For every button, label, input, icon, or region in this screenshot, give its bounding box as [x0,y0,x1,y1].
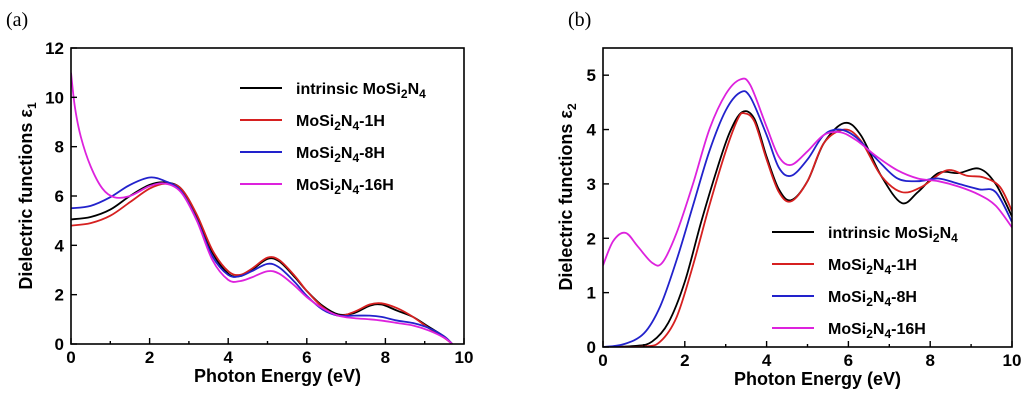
y-tick-label: 8 [55,138,64,157]
x-tick-label: 2 [145,348,154,367]
panel-a: (a) 0 2 4 6 8 10 0 2 4 6 8 10 12 Photon Energy (eV) Die… [6,9,473,386]
series-line-2 [71,182,453,344]
y-tick-label: 4 [587,121,597,140]
x-tick-label: 10 [455,348,474,367]
x-tick-label: 8 [381,348,390,367]
x-axis-title: Photon Energy (eV) [734,369,901,389]
legend-label-1: intrinsic MoSi2N4 [828,225,958,245]
legend-label-4: MoSi2N4-16H [296,177,394,197]
legend-label-2: MoSi2N4-1H [828,257,917,277]
series-line-3 [71,176,453,344]
series-line-4 [71,72,453,344]
legend-label-1: intrinsic MoSi2N4 [296,81,426,101]
x-tick-label: 10 [1003,351,1022,370]
series-line-1 [603,110,1012,347]
series-line-1 [71,181,453,344]
series-line-2 [603,112,1012,347]
series-line-3 [603,90,1012,347]
x-axis-title: Photon Energy (eV) [194,366,361,386]
series-line-4 [603,77,1012,267]
y-tick-label: 0 [55,335,64,354]
legend-label-3: MoSi2N4-8H [828,289,917,309]
legend-label-3: MoSi2N4-8H [296,145,385,165]
x-tick-label: 6 [302,348,311,367]
x-tick-label: 8 [925,351,934,370]
y-tick-label: 6 [55,187,64,206]
y-tick-label: 12 [45,39,64,58]
y-tick-label: 4 [55,236,65,255]
y-tick-label: 0 [587,338,596,357]
legend-label-2: MoSi2N4-1H [296,113,385,133]
y-axis-title: Dielectric functions ε2 [556,103,579,291]
x-tick-label: 4 [762,351,772,370]
y-tick-label: 10 [45,88,64,107]
panel-label: (b) [568,9,591,31]
y-tick-label: 2 [55,286,64,305]
y-tick-label: 1 [587,284,596,303]
x-tick-label: 0 [598,351,607,370]
y-tick-label: 3 [587,175,596,194]
x-tick-label: 6 [844,351,853,370]
x-tick-label: 0 [66,348,75,367]
legend-label-4: MoSi2N4-16H [828,321,926,341]
y-axis-title: Dielectric functions ε1 [16,102,39,290]
y-tick-label: 5 [587,66,596,85]
plot-frame [602,47,1013,348]
panel-label: (a) [6,9,28,31]
x-tick-label: 4 [223,348,233,367]
panel-b: (b) 0 2 4 6 8 10 0 1 2 3 4 5 Photon Energy (eV) Dielec… [556,9,1021,389]
y-tick-label: 2 [587,229,596,248]
x-tick-label: 2 [680,351,689,370]
